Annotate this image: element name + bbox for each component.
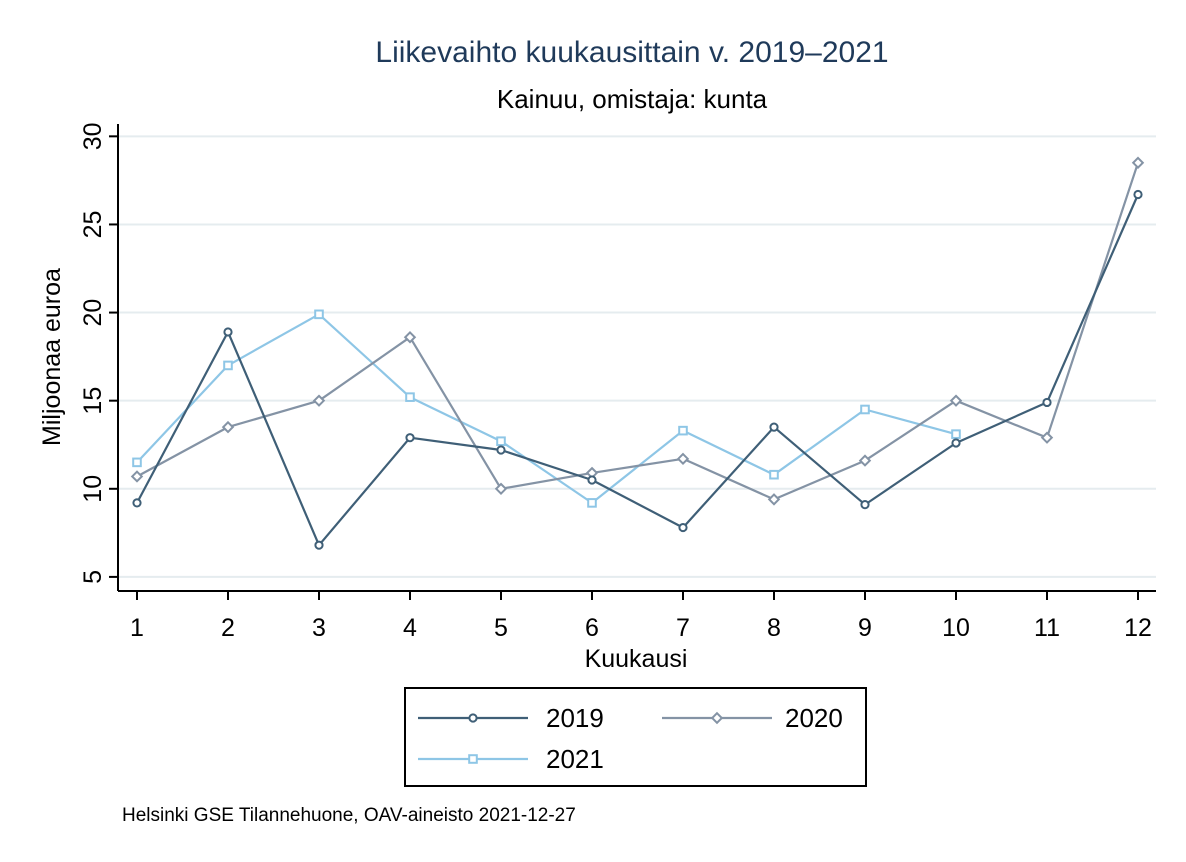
- data-point-2020: [676, 452, 690, 466]
- series-2020: [130, 156, 1145, 506]
- data-point-2020: [858, 454, 872, 467]
- y-tick-label: 10: [79, 475, 107, 503]
- x-tick-label: 12: [1124, 614, 1152, 642]
- data-point-2019: [314, 540, 324, 550]
- source-note: Helsinki GSE Tilannehuone, OAV-aineisto …: [122, 805, 576, 826]
- data-point-2020: [1131, 156, 1145, 169]
- legend-item-2019: 2019: [418, 703, 604, 733]
- data-point-2021: [132, 457, 142, 468]
- legend-label: 2020: [785, 703, 843, 733]
- data-point-2019: [405, 433, 415, 443]
- data-point-2019: [1133, 189, 1143, 200]
- gridlines: [118, 135, 1156, 578]
- legend-item-2021: 2021: [418, 744, 604, 774]
- data-point-2021: [769, 469, 779, 480]
- x-tick-label: 8: [767, 614, 781, 642]
- series-line-2019: [136, 194, 1140, 547]
- x-tick-label: 2: [221, 614, 235, 642]
- data-point-2019: [223, 327, 233, 337]
- data-point-2020: [403, 331, 417, 344]
- legend-label: 2019: [546, 703, 604, 733]
- data-point-2020: [312, 394, 326, 407]
- legend-item-2020: 2020: [662, 703, 843, 733]
- data-point-2019: [769, 422, 779, 432]
- x-tick-label: 3: [312, 614, 326, 642]
- x-tick-label: 6: [585, 614, 599, 642]
- y-tick-label: 15: [79, 387, 107, 415]
- x-tick-label: 4: [403, 614, 417, 642]
- x-tick-label: 1: [130, 614, 144, 642]
- legend-marker: [710, 711, 724, 725]
- x-tick-label: 9: [858, 614, 872, 642]
- legend-box: [404, 687, 867, 787]
- data-point-2019: [587, 475, 597, 485]
- data-point-2020: [221, 420, 235, 434]
- data-point-2020: [130, 470, 144, 483]
- data-point-2021: [405, 392, 415, 402]
- y-tick-label: 5: [79, 570, 107, 584]
- data-point-2021: [223, 360, 233, 371]
- data-point-2020: [494, 482, 508, 496]
- y-tick-label: 25: [79, 211, 107, 239]
- chart-title: Liikevaihto kuukausittain v. 2019–2021: [375, 36, 888, 69]
- data-point-2019: [1042, 397, 1052, 408]
- data-point-2021: [678, 425, 688, 436]
- data-point-2019: [496, 445, 506, 455]
- data-point-2021: [496, 436, 506, 447]
- chart-subtitle: Kainuu, omistaja: kunta: [497, 84, 768, 114]
- data-point-2020: [949, 394, 963, 407]
- x-tick-label: 10: [942, 614, 970, 642]
- x-axis-title: Kuukausi: [585, 645, 688, 673]
- data-point-2020: [767, 493, 781, 506]
- y-axis-title: Miljoonaa euroa: [38, 268, 66, 446]
- x-tick-label: 7: [676, 614, 690, 642]
- legend: 2019 2020 2021: [404, 687, 867, 787]
- series-line-2021: [136, 313, 957, 504]
- y-tick-label: 30: [79, 122, 107, 150]
- data-point-2021: [314, 309, 324, 320]
- series-2021: [132, 309, 961, 508]
- x-tick-label: 11: [1034, 614, 1060, 642]
- y-tick-label: 20: [79, 299, 107, 327]
- data-point-2019: [678, 522, 688, 533]
- legend-marker: [468, 754, 478, 764]
- series-2019: [132, 189, 1143, 550]
- legend-label: 2021: [546, 744, 604, 774]
- legend-marker: [468, 713, 478, 723]
- data-point-2021: [951, 429, 961, 439]
- data-point-2021: [860, 404, 870, 415]
- data-point-2020: [1040, 431, 1054, 444]
- data-point-2019: [860, 500, 870, 510]
- x-tick-label: 5: [494, 614, 508, 642]
- data-point-2019: [951, 438, 961, 448]
- series-lines: [130, 156, 1145, 550]
- series-line-2020: [136, 162, 1140, 501]
- data-point-2021: [587, 498, 597, 508]
- data-point-2019: [132, 498, 142, 508]
